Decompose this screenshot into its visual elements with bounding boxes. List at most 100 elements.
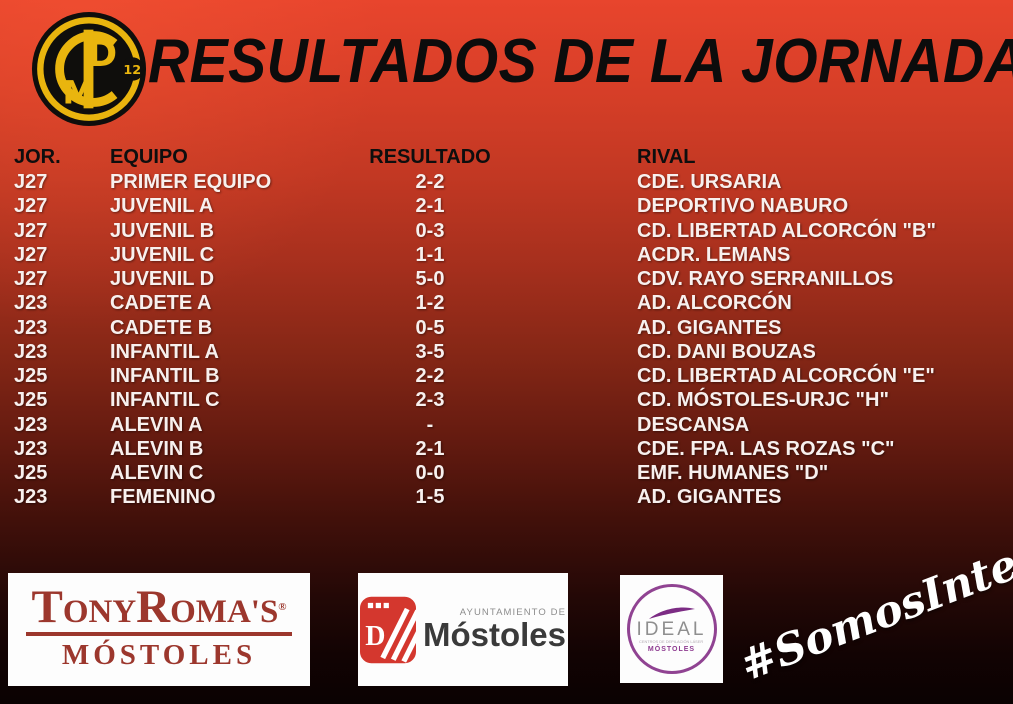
- table-row: J23 ALEVIN B 2-1 CDE. FPA. LAS ROZAS "C": [14, 438, 1004, 462]
- crest-number-badge: [120, 57, 145, 81]
- cell-jornada: J27: [14, 219, 48, 242]
- crest-number: 12: [123, 63, 141, 78]
- cell-jornada: J27: [14, 171, 48, 193]
- cell-jornada: J23: [14, 316, 48, 339]
- cell-rival: EMF. HUMANES "D": [637, 462, 829, 484]
- cell-jornada: J25: [14, 389, 48, 412]
- table-row: J27 PRIMER EQUIPO 2-2 CDE. URSARIA: [14, 171, 1004, 195]
- cell-rival: AD. GIGANTES: [637, 486, 782, 509]
- cell-equipo: JUVENIL C: [110, 243, 215, 266]
- cell-equipo: INFANTIL B: [110, 365, 220, 387]
- cell-resultado: 1-5: [415, 486, 445, 509]
- cell-resultado: 2-3: [415, 389, 445, 412]
- hashtag-somosinter: #SomosInter: [733, 531, 1013, 692]
- cell-resultado: 3-5: [415, 340, 445, 363]
- table-row: J23 INFANTIL A 3-5 CD. DANI BOUZAS: [14, 341, 1004, 365]
- svg-text:D: D: [365, 620, 385, 651]
- col-header-equipo: EQUIPO: [110, 146, 188, 168]
- cell-jornada: J23: [14, 292, 48, 315]
- cell-rival: CD. MÓSTOLES-URJC "H": [637, 389, 889, 412]
- cell-rival: DESCANSA: [637, 413, 750, 436]
- cell-resultado: 1-2: [415, 292, 445, 315]
- table-row: J27 JUVENIL A 2-1 DEPORTIVO NABURO: [14, 195, 1004, 219]
- cell-resultado: 0-5: [415, 316, 445, 339]
- cell-equipo: CADETE B: [110, 316, 213, 339]
- cell-equipo: CADETE A: [110, 292, 212, 315]
- tony-romas-text: OMA'S: [170, 594, 279, 630]
- cell-resultado: 1-1: [415, 243, 445, 266]
- cell-jornada: J23: [14, 340, 48, 363]
- table-row: J25 INFANTIL B 2-2 CD. LIBERTAD ALCORCÓN…: [14, 365, 1004, 389]
- cell-equipo: INFANTIL C: [110, 389, 220, 412]
- ayuntamiento-city: Móstoles: [422, 616, 567, 653]
- cell-equipo: INFANTIL A: [110, 340, 219, 363]
- cell-equipo: FEMENINO: [110, 486, 216, 509]
- cell-resultado: 5-0: [415, 268, 445, 290]
- crest-letter-i-bar: [83, 29, 94, 109]
- ayuntamiento-top-line: AYUNTAMIENTO DE: [459, 607, 567, 618]
- tony-romas-city: MÓSTOLES: [61, 639, 257, 671]
- tony-romas-underline: [26, 632, 292, 636]
- table-row: J23 CADETE A 1-2 AD. ALCORCÓN: [14, 292, 1004, 316]
- cell-resultado: 2-2: [415, 171, 445, 193]
- cell-rival: AD. GIGANTES: [637, 316, 782, 339]
- table-row: J23 ALEVIN A - DESCANSA: [14, 414, 1004, 438]
- ideal-swoosh-icon: [648, 607, 695, 619]
- cell-resultado: 2-2: [415, 365, 445, 387]
- sponsor-ayuntamiento-mostoles: D AYUNTAMIENTO DE Móstoles: [358, 573, 568, 686]
- col-header-resultado: RESULTADO: [369, 146, 491, 168]
- cell-equipo: PRIMER EQUIPO: [110, 171, 272, 193]
- table-row: J25 INFANTIL C 2-3 CD. MÓSTOLES-URJC "H": [14, 389, 1004, 413]
- cell-equipo: ALEVIN A: [110, 413, 203, 436]
- crest-letter-c: [55, 31, 118, 107]
- cell-rival: CD. LIBERTAD ALCORCÓN "B": [637, 219, 936, 242]
- cell-jornada: J23: [14, 413, 48, 436]
- cell-resultado: -: [426, 413, 434, 436]
- cell-rival: DEPORTIVO NABURO: [637, 195, 849, 218]
- table-row: J27 JUVENIL B 0-3 CD. LIBERTAD ALCORCÓN …: [14, 220, 1004, 244]
- ideal-city: MÓSTOLES: [647, 646, 696, 653]
- tony-romas-wordmark: TONYROMA'S®: [31, 584, 287, 632]
- registered-mark-icon: ®: [278, 601, 287, 613]
- results-table: JOR. EQUIPO RESULTADO RIVAL J27 PRIMER E…: [14, 146, 1004, 511]
- cell-equipo: JUVENIL A: [110, 195, 214, 218]
- sponsor-ideal-clinic: IDEAL CENTROS DE DEPILACIÓN LÁSER MÓSTOL…: [620, 575, 723, 683]
- cell-rival: CD. DANI BOUZAS: [637, 340, 816, 363]
- cell-resultado: 2-1: [415, 437, 445, 460]
- cell-jornada: J27: [14, 268, 48, 290]
- cell-resultado: 2-1: [415, 195, 445, 218]
- cell-rival: CDE. FPA. LAS ROZAS "C": [637, 437, 895, 460]
- cell-equipo: JUVENIL D: [110, 268, 215, 290]
- cell-resultado: 0-3: [415, 219, 445, 242]
- table-row: J27 JUVENIL C 1-1 ACDR. LEMANS: [14, 244, 1004, 268]
- cell-jornada: J27: [14, 243, 48, 266]
- table-row: J23 FEMENINO 1-5 AD. GIGANTES: [14, 486, 1004, 510]
- ayuntamiento-wordmark: AYUNTAMIENTO DE Móstoles: [423, 607, 566, 652]
- cell-equipo: JUVENIL B: [110, 219, 215, 242]
- cell-rival: CDE. URSARIA: [637, 171, 782, 193]
- cell-rival: CDV. RAYO SERRANILLOS: [637, 268, 894, 290]
- table-row: J27 JUVENIL D 5-0 CDV. RAYO SERRANILLOS: [14, 268, 1004, 292]
- cell-rival: CD. LIBERTAD ALCORCÓN "E": [637, 365, 935, 387]
- mostoles-shield-icon: D: [359, 596, 416, 663]
- table-header-row: JOR. EQUIPO RESULTADO RIVAL: [14, 146, 1004, 171]
- cell-equipo: ALEVIN B: [110, 437, 204, 460]
- sponsor-tony-romas: TONYROMA'S® MÓSTOLES: [8, 573, 310, 686]
- cell-jornada: J27: [14, 195, 48, 218]
- table-row: J23 CADETE B 0-5 AD. GIGANTES: [14, 317, 1004, 341]
- col-header-rival: RIVAL: [637, 146, 696, 168]
- cell-jornada: J25: [14, 462, 48, 484]
- tony-romas-initial: T: [31, 581, 63, 633]
- cell-equipo: ALEVIN C: [110, 462, 204, 484]
- table-row: J25 ALEVIN C 0-0 EMF. HUMANES "D": [14, 462, 1004, 486]
- cell-jornada: J23: [14, 437, 48, 460]
- ideal-circle-badge: IDEAL CENTROS DE DEPILACIÓN LÁSER MÓSTOL…: [626, 584, 717, 674]
- cell-rival: AD. ALCORCÓN: [637, 292, 792, 315]
- ideal-tagline: CENTROS DE DEPILACIÓN LÁSER: [639, 639, 704, 645]
- tony-romas-initial: R: [136, 581, 171, 633]
- page-title: RESULTADOS DE LA JORNADA: [148, 27, 1013, 96]
- col-header-jornada: JOR.: [14, 146, 61, 168]
- tony-romas-text: ONY: [62, 594, 137, 630]
- cell-rival: ACDR. LEMANS: [637, 243, 791, 266]
